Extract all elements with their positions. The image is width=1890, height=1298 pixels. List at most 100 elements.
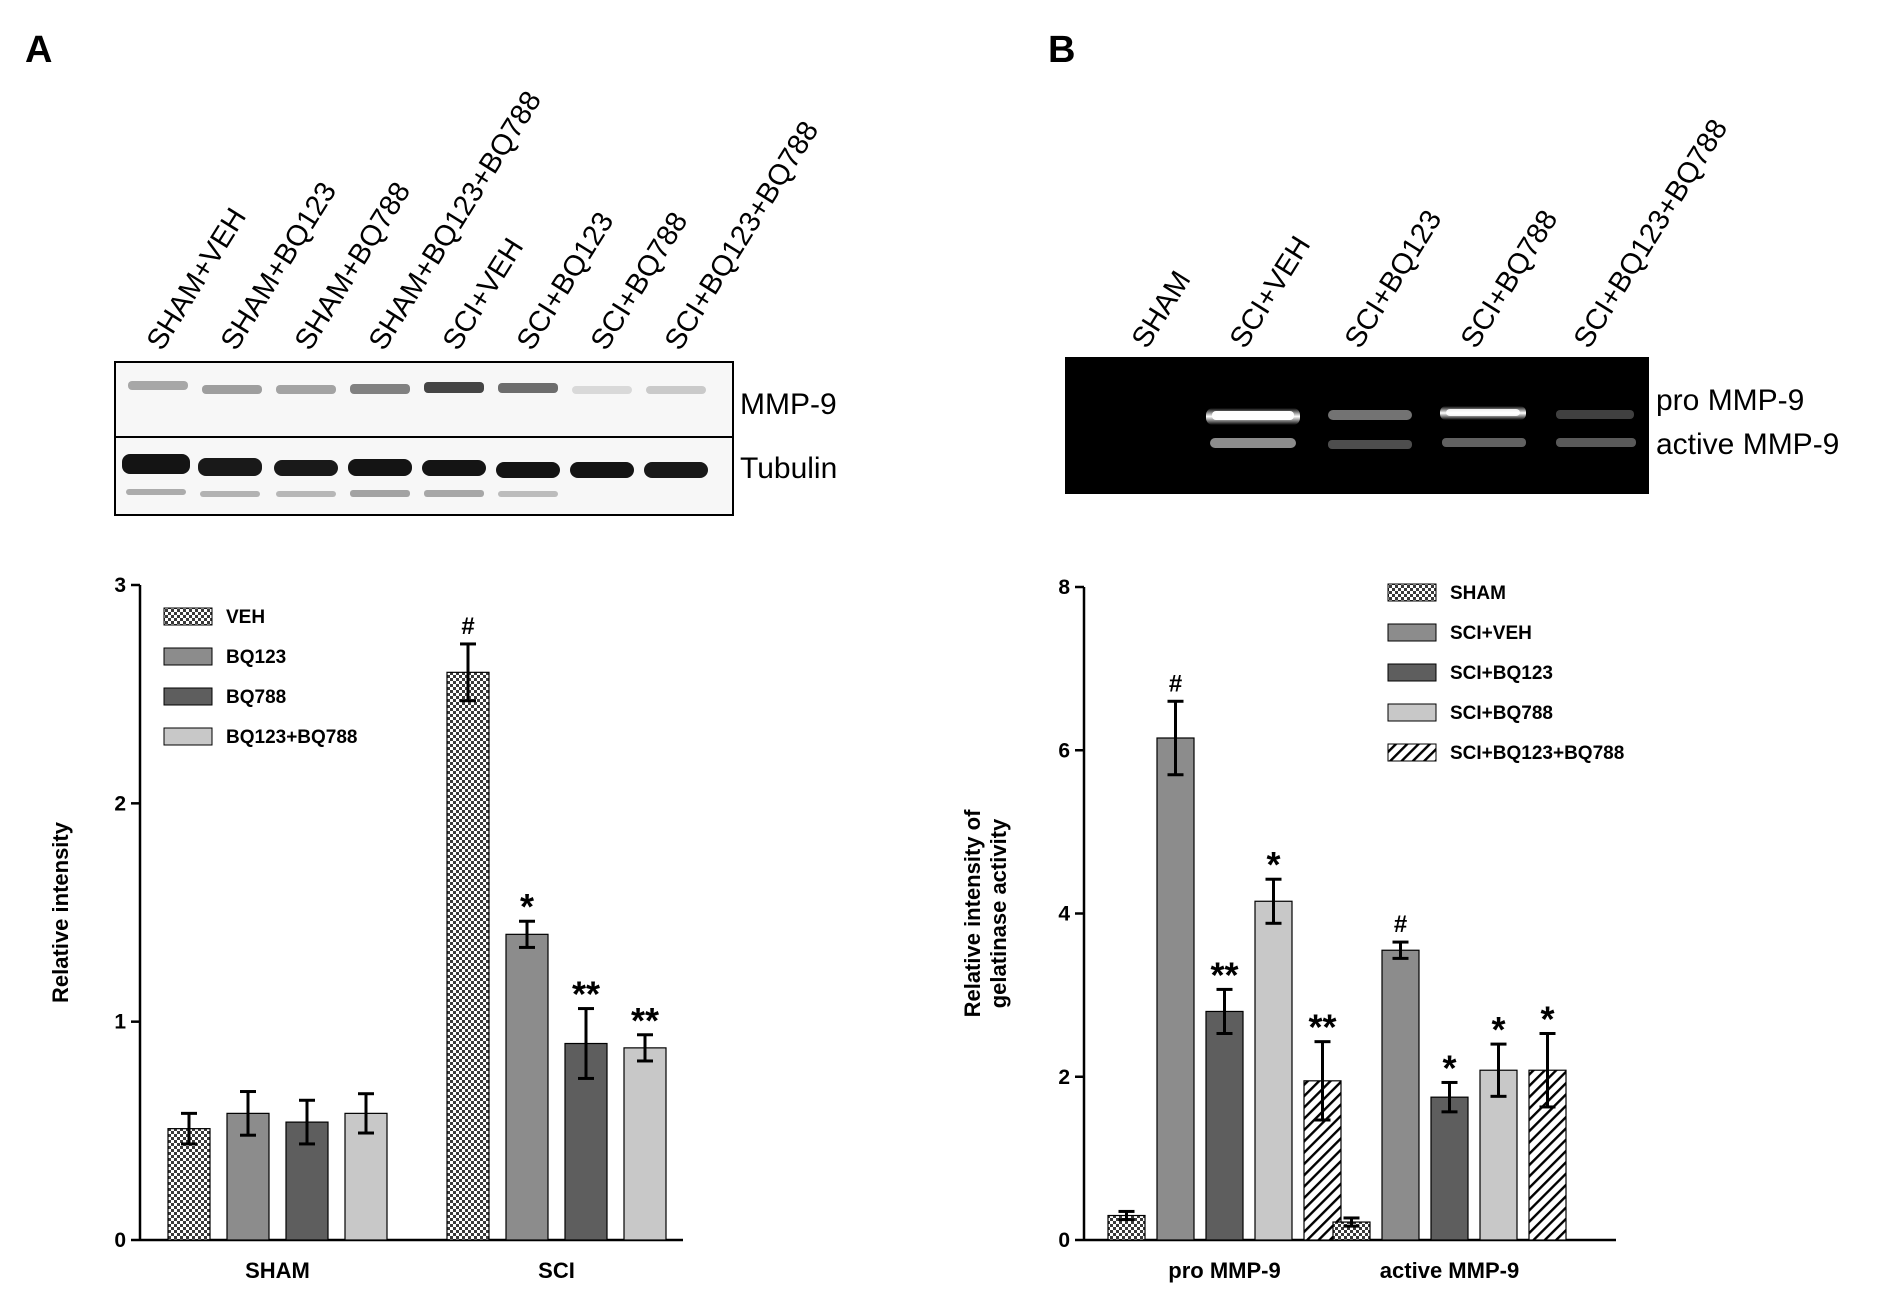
blot-band [198, 458, 262, 476]
y-tick-label: 0 [114, 1229, 126, 1252]
significance-label: ** [631, 1000, 659, 1041]
blot-band [498, 491, 558, 497]
y-tick-label: 2 [1058, 1066, 1070, 1089]
legend-label: BQ123 [226, 647, 286, 668]
legend-label: SCI+VEH [1450, 623, 1532, 644]
legend-swatch [163, 687, 213, 706]
chart-b: 0 2 4 6 8 Relative intensity of gelatinase act… [960, 576, 1624, 1283]
significance-label: # [1169, 670, 1182, 697]
blot-band [122, 454, 190, 474]
y-tick-label: 0 [1058, 1229, 1070, 1252]
gel-band-label-active: active MMP-9 [1656, 428, 1839, 461]
blot-band [200, 491, 260, 497]
panel-b-letter: B [1048, 29, 1075, 71]
bar [167, 1128, 211, 1241]
significance-label: ** [1308, 1007, 1336, 1048]
y-axis-title: Relative intensity of [960, 809, 985, 1018]
blot-band [644, 462, 708, 478]
significance-label: * [1540, 998, 1554, 1039]
legend-swatch [1387, 703, 1437, 722]
blot-band [202, 385, 262, 394]
legend-label: SCI+BQ123+BQ788 [1450, 743, 1624, 764]
blot-band [496, 462, 560, 478]
bar [1430, 1096, 1469, 1241]
blot-band [126, 489, 186, 495]
gel-band-label-pro: pro MMP-9 [1656, 384, 1804, 417]
blot-lane-labels: SHAM+VEH SHAM+BQ123 SHAM+BQ788 SHAM+BQ12… [141, 86, 825, 356]
legend-swatch [163, 727, 213, 746]
gel-band [1556, 410, 1634, 419]
gel-band [1446, 409, 1520, 416]
x-category-label: SHAM [245, 1258, 310, 1283]
gel-lane-label: SCI+BQ123+BQ788 [1568, 114, 1734, 354]
blot-band-label-mmp9: MMP-9 [740, 388, 837, 421]
blot-band [350, 490, 410, 497]
blot-band [276, 491, 336, 497]
gel-lane-label: SCI+VEH [1224, 231, 1317, 354]
blot-band [424, 382, 484, 393]
y-tick-label: 3 [114, 574, 126, 597]
gel-lane-label: SCI+BQ123 [1339, 205, 1449, 354]
panel-a: A SHAM+VEH SHAM+BQ123 SHAM+BQ788 SHAM+BQ… [25, 29, 837, 1283]
x-category-label: pro MMP-9 [1168, 1258, 1280, 1283]
significance-label: ** [1210, 954, 1238, 995]
bar [1205, 1010, 1244, 1241]
significance-label: ** [572, 974, 600, 1015]
bar [1254, 900, 1293, 1241]
gel-band [1328, 440, 1412, 449]
blot-band [424, 490, 484, 497]
y-tick-label: 4 [1058, 903, 1070, 926]
bar [1156, 737, 1195, 1241]
blot-band-label-tubulin: Tubulin [740, 452, 837, 485]
panel-b: B SHAM SCI+VEH SCI+BQ123 SCI+BQ788 SCI+B… [960, 29, 1839, 1283]
significance-label: # [461, 613, 474, 640]
significance-label: * [1442, 1047, 1456, 1088]
legend-swatch [1387, 663, 1437, 682]
bar [623, 1047, 667, 1241]
significance-label: # [1394, 911, 1407, 938]
significance-label: * [1266, 844, 1280, 885]
gel-lane-label: SHAM [1126, 266, 1198, 354]
legend-swatch [163, 607, 213, 626]
legend-label: VEH [226, 607, 265, 628]
significance-label: * [1491, 1009, 1505, 1050]
bar [1381, 949, 1420, 1241]
blot-band [570, 462, 634, 478]
gel-image [1065, 357, 1649, 494]
blot-band [422, 460, 486, 476]
legend-label: SCI+BQ123 [1450, 663, 1553, 684]
legend-label: SHAM [1450, 583, 1506, 604]
blot-band [276, 385, 336, 394]
legend-swatch [163, 647, 213, 666]
y-tick-label: 1 [114, 1011, 126, 1034]
blot-band [274, 460, 338, 476]
mmp9-blot-strip [114, 361, 734, 438]
y-tick-label: 8 [1058, 576, 1070, 599]
blot-band [646, 386, 706, 394]
legend-label: BQ123+BQ788 [226, 727, 358, 748]
panel-a-letter: A [25, 29, 52, 71]
blot-band [350, 384, 410, 394]
y-tick-label: 2 [114, 792, 126, 815]
y-axis-title: gelatinase activity [986, 818, 1011, 1008]
significance-label: * [520, 886, 534, 927]
x-category-label: active MMP-9 [1380, 1258, 1519, 1283]
legend-swatch [1387, 743, 1437, 762]
western-blot: SHAM+VEH SHAM+BQ123 SHAM+BQ788 SHAM+BQ12… [114, 86, 837, 516]
blot-band [348, 459, 412, 476]
legend-label: BQ788 [226, 687, 286, 708]
mmp9-bands [128, 381, 706, 394]
legend-swatch [1387, 623, 1437, 642]
bar [1479, 1069, 1518, 1241]
gel-lane-label: SCI+BQ788 [1455, 205, 1565, 354]
bar [505, 933, 549, 1241]
blot-band [572, 386, 632, 394]
tubulin-bands [122, 454, 708, 497]
y-tick-label: 6 [1058, 739, 1070, 762]
gel-band [1328, 410, 1412, 420]
gel-band [1556, 438, 1636, 447]
y-axis-title: Relative intensity [48, 821, 73, 1003]
legend-label: SCI+BQ788 [1450, 703, 1553, 724]
